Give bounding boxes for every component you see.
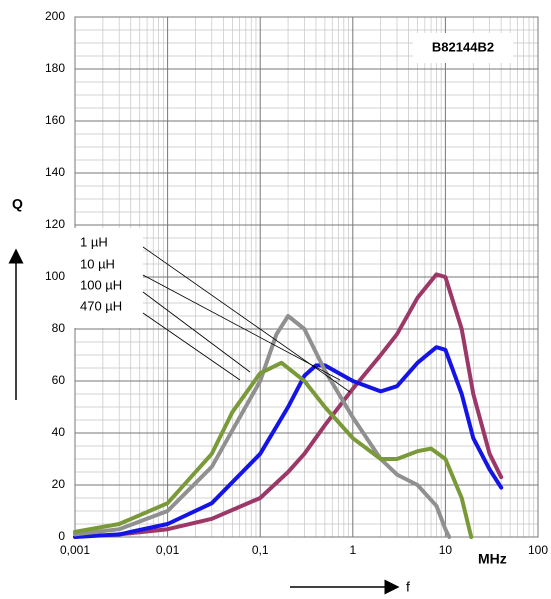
legend-label: 1 µH: [80, 234, 108, 249]
leader-line: [142, 274, 341, 381]
series-line: [73, 345, 504, 539]
leader-line: [142, 312, 241, 381]
y-tick-label: 100: [45, 269, 65, 283]
x-tick-label: 10: [439, 543, 453, 557]
annotation: B82144B2: [432, 39, 494, 54]
series-line: [73, 314, 452, 539]
leader-line: [142, 291, 251, 373]
y-tick-label: 40: [52, 425, 66, 439]
x-tick-label: 0,01: [156, 543, 180, 557]
y-tick-label: 120: [45, 217, 65, 231]
y-tick-label: 140: [45, 165, 65, 179]
leader-line: [142, 246, 351, 393]
legend-label: 470 µH: [80, 298, 122, 313]
curves: [73, 272, 504, 539]
y-tick-label: 80: [52, 321, 66, 335]
x-arrow-label: f: [406, 579, 410, 595]
y-tick-label: 0: [58, 529, 65, 543]
y-tick-label: 200: [45, 9, 65, 23]
legend-label: 10 µH: [80, 256, 115, 271]
series-line: [117, 272, 504, 537]
series-line: [73, 360, 474, 539]
y-tick-label: 60: [52, 373, 66, 387]
y-tick-label: 160: [45, 113, 65, 127]
legend-box: [73, 228, 143, 328]
x-tick-label: 0,1: [252, 543, 269, 557]
x-tick-label: 100: [528, 543, 548, 557]
legend-label: 100 µH: [80, 277, 122, 292]
x-axis-label: MHz: [478, 551, 507, 567]
y-tick-label: 180: [45, 61, 65, 75]
x-tick-label: 0,001: [60, 543, 90, 557]
x-tick-label: 1: [349, 543, 356, 557]
y-axis-label: Q: [12, 196, 23, 212]
y-tick-label: 20: [52, 477, 66, 491]
annotation-box: [413, 33, 513, 63]
